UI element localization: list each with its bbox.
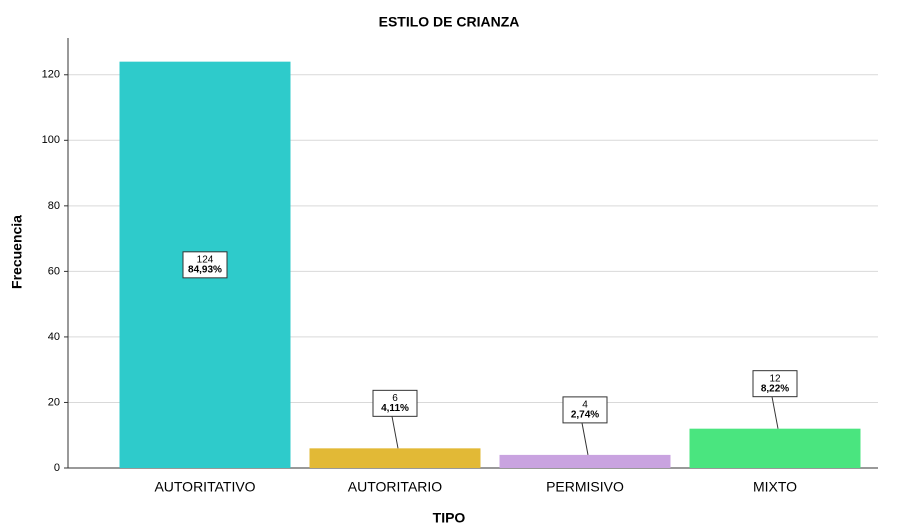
leader-line [771,396,779,429]
label-box [752,370,798,398]
value-label: 12 [769,373,781,384]
y-tick-label: 0 [54,462,60,474]
y-tick-label: 40 [48,331,60,343]
value-label: 6 [392,393,398,404]
bar [309,448,481,468]
y-tick-label: 120 [42,69,60,81]
chart-title: ESTILO DE CRIANZA [379,14,520,30]
x-tick-label: PERMISIVO [546,479,624,495]
y-tick-label: 80 [48,200,60,212]
bar [499,454,671,468]
x-tick-label: AUTORITATIVO [154,479,255,495]
percent-label: 8,22% [761,383,789,394]
percent-label: 84,93% [188,264,222,275]
x-axis-title: TIPO [433,510,466,526]
y-tick-label: 60 [48,265,60,277]
y-tick-label: 100 [42,134,60,146]
label-box [372,389,418,417]
y-tick-label: 20 [48,396,60,408]
leader-line [391,416,399,449]
value-label: 124 [197,254,214,265]
percent-label: 4,11% [381,403,409,414]
bar [689,428,861,468]
value-label: 4 [582,400,588,411]
label-box [562,396,608,424]
leader-line [581,422,589,455]
x-tick-label: MIXTO [753,479,797,495]
label-box [182,251,228,279]
y-axis-title: Frecuencia [9,215,25,289]
percent-label: 2,74% [571,410,599,421]
x-tick-label: AUTORITARIO [348,479,442,495]
